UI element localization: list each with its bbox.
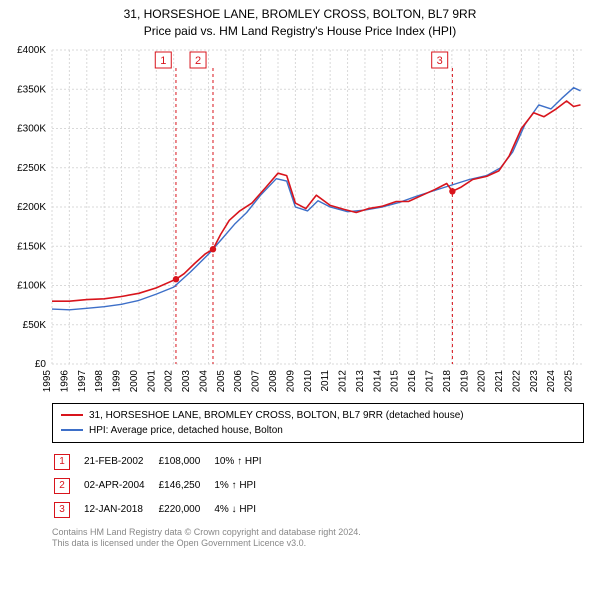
svg-text:3: 3 bbox=[437, 55, 443, 67]
event-date: 02-APR-2004 bbox=[84, 475, 157, 497]
event-marker: 3 bbox=[54, 502, 70, 518]
svg-text:2020: 2020 bbox=[477, 369, 488, 392]
svg-text:2013: 2013 bbox=[355, 369, 366, 392]
svg-text:2010: 2010 bbox=[303, 369, 314, 392]
table-row: 3 12-JAN-2018£220,0004% ↓ HPI bbox=[54, 499, 274, 521]
event-price: £146,250 bbox=[159, 475, 213, 497]
svg-text:2008: 2008 bbox=[268, 369, 279, 392]
title-line-1: 31, HORSESHOE LANE, BROMLEY CROSS, BOLTO… bbox=[6, 6, 594, 23]
table-row: 2 02-APR-2004£146,2501% ↑ HPI bbox=[54, 475, 274, 497]
svg-text:2017: 2017 bbox=[424, 369, 435, 392]
svg-text:2015: 2015 bbox=[390, 369, 401, 392]
chart-legend: 31, HORSESHOE LANE, BROMLEY CROSS, BOLTO… bbox=[52, 403, 584, 443]
svg-text:2012: 2012 bbox=[338, 369, 349, 392]
table-row: 1 21-FEB-2002£108,00010% ↑ HPI bbox=[54, 451, 274, 473]
svg-text:1995: 1995 bbox=[42, 369, 53, 392]
svg-text:£250K: £250K bbox=[17, 162, 46, 173]
event-pct: 4% ↓ HPI bbox=[214, 499, 273, 521]
svg-text:£150K: £150K bbox=[17, 241, 46, 252]
svg-text:2011: 2011 bbox=[320, 369, 331, 391]
legend-label: HPI: Average price, detached house, Bolt… bbox=[89, 423, 283, 438]
event-marker: 2 bbox=[54, 478, 70, 494]
svg-text:£300K: £300K bbox=[17, 123, 46, 134]
svg-text:2005: 2005 bbox=[216, 369, 227, 392]
event-price: £108,000 bbox=[159, 451, 213, 473]
svg-text:£400K: £400K bbox=[17, 45, 46, 56]
svg-text:2022: 2022 bbox=[511, 369, 522, 392]
svg-text:2021: 2021 bbox=[494, 369, 505, 392]
svg-text:2016: 2016 bbox=[407, 369, 418, 392]
chart-title-block: 31, HORSESHOE LANE, BROMLEY CROSS, BOLTO… bbox=[6, 6, 594, 40]
legend-label: 31, HORSESHOE LANE, BROMLEY CROSS, BOLTO… bbox=[89, 408, 464, 423]
svg-text:2007: 2007 bbox=[251, 369, 262, 392]
legend-item: 31, HORSESHOE LANE, BROMLEY CROSS, BOLTO… bbox=[61, 408, 575, 423]
svg-text:£0: £0 bbox=[35, 359, 47, 370]
svg-text:2014: 2014 bbox=[372, 369, 383, 392]
event-date: 12-JAN-2018 bbox=[84, 499, 157, 521]
svg-text:2025: 2025 bbox=[564, 369, 575, 392]
svg-text:2004: 2004 bbox=[198, 369, 209, 392]
svg-text:2: 2 bbox=[195, 55, 201, 67]
svg-text:2018: 2018 bbox=[442, 369, 453, 392]
chart-container: £0 £50K £100K £150K £200K £250K £300K £350K £400… bbox=[6, 44, 594, 399]
svg-text:1: 1 bbox=[160, 55, 166, 67]
footer-line-2: This data is licensed under the Open Gov… bbox=[52, 538, 584, 550]
svg-text:£200K: £200K bbox=[17, 202, 46, 213]
svg-text:2023: 2023 bbox=[529, 369, 540, 392]
svg-text:2003: 2003 bbox=[181, 369, 192, 392]
legend-item: HPI: Average price, detached house, Bolt… bbox=[61, 423, 575, 438]
legend-swatch bbox=[61, 429, 83, 431]
line-chart: £0 £50K £100K £150K £200K £250K £300K £350K £400… bbox=[6, 44, 594, 399]
event-marker: 1 bbox=[54, 454, 70, 470]
svg-text:£100K: £100K bbox=[17, 280, 46, 291]
event-pct: 1% ↑ HPI bbox=[214, 475, 273, 497]
svg-text:2002: 2002 bbox=[164, 369, 175, 392]
svg-text:2019: 2019 bbox=[459, 369, 470, 392]
event-price: £220,000 bbox=[159, 499, 213, 521]
legend-swatch bbox=[61, 414, 83, 416]
svg-text:1996: 1996 bbox=[59, 369, 70, 392]
svg-text:2006: 2006 bbox=[233, 369, 244, 392]
svg-text:2024: 2024 bbox=[546, 369, 557, 392]
title-line-2: Price paid vs. HM Land Registry's House … bbox=[6, 23, 594, 40]
svg-text:2001: 2001 bbox=[146, 369, 157, 392]
svg-text:1999: 1999 bbox=[112, 369, 123, 392]
events-table: 1 21-FEB-2002£108,00010% ↑ HPI 2 02-APR-200… bbox=[52, 449, 276, 523]
svg-text:2009: 2009 bbox=[285, 369, 296, 392]
event-pct: 10% ↑ HPI bbox=[214, 451, 273, 473]
footer-attribution: Contains HM Land Registry data © Crown c… bbox=[52, 527, 584, 550]
svg-text:£50K: £50K bbox=[23, 319, 47, 330]
svg-text:1998: 1998 bbox=[94, 369, 105, 392]
svg-text:2000: 2000 bbox=[129, 369, 140, 392]
footer-line-1: Contains HM Land Registry data © Crown c… bbox=[52, 527, 584, 539]
event-date: 21-FEB-2002 bbox=[84, 451, 157, 473]
svg-text:£350K: £350K bbox=[17, 84, 46, 95]
svg-text:1997: 1997 bbox=[77, 369, 88, 392]
